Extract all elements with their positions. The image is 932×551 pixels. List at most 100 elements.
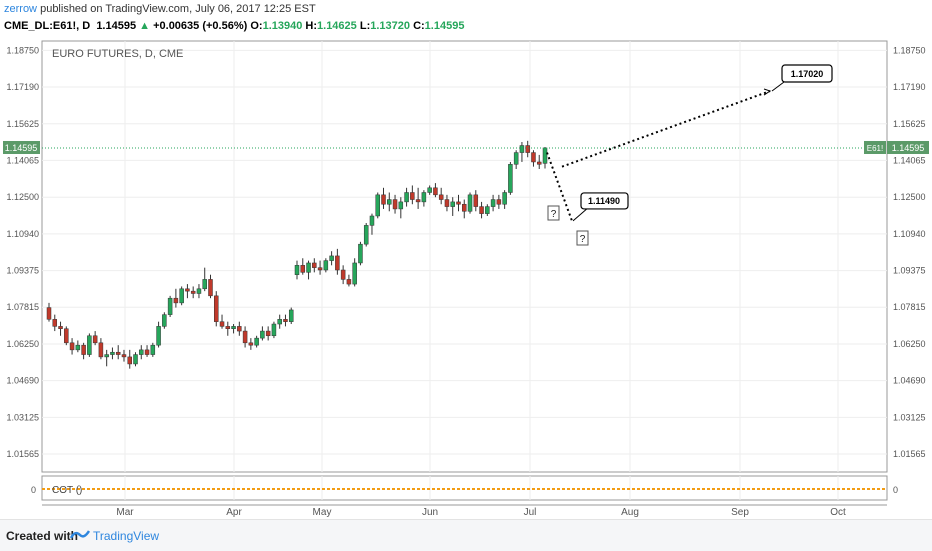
last-price-tag-right-text: 1.14595 bbox=[892, 143, 925, 153]
x-tick-label: May bbox=[313, 507, 332, 518]
candle-body bbox=[294, 265, 300, 275]
candle-body bbox=[104, 354, 109, 358]
candle-body bbox=[323, 260, 329, 271]
author-link[interactable]: zerrow bbox=[4, 3, 38, 15]
candle-body bbox=[300, 265, 306, 273]
candle-body bbox=[115, 351, 121, 355]
y-tick-label-right: 1.12500 bbox=[893, 192, 926, 202]
candle-body bbox=[237, 326, 242, 332]
y-tick-label-left: 1.06250 bbox=[6, 339, 39, 349]
candle-body bbox=[369, 215, 375, 226]
candle-body bbox=[450, 201, 455, 207]
up-arrow-icon: ▲ bbox=[139, 20, 151, 32]
candle-body bbox=[202, 279, 207, 290]
indicator-label: COT () bbox=[52, 485, 82, 496]
candle-body bbox=[190, 290, 196, 294]
last-price-tag-left bbox=[3, 140, 40, 154]
candle-body bbox=[525, 145, 530, 153]
tradingview-logo-icon bbox=[70, 530, 90, 539]
candle-body bbox=[496, 199, 502, 205]
candle-body bbox=[156, 326, 161, 346]
candle-body bbox=[462, 203, 467, 212]
candle-body bbox=[265, 330, 271, 337]
candle-body bbox=[398, 201, 404, 210]
chart-area[interactable]: 1.18750 1.18750 1.17190 1.17190 1.15625 1.156… bbox=[0, 0, 932, 519]
candle-body bbox=[46, 307, 52, 320]
question-box bbox=[576, 230, 589, 246]
candle-body bbox=[219, 321, 225, 327]
y-tick-label-right: 1.14065 bbox=[893, 155, 926, 165]
candle-body bbox=[52, 319, 58, 327]
high-label: H: bbox=[305, 20, 318, 32]
candle-body bbox=[179, 288, 184, 304]
candle-body bbox=[536, 161, 542, 165]
created-with-label: Created with bbox=[6, 529, 79, 543]
candle-body bbox=[312, 262, 317, 268]
candle-body bbox=[473, 194, 479, 207]
candle-body bbox=[335, 255, 340, 271]
callout-pointer-low bbox=[572, 207, 589, 222]
candle-body bbox=[531, 152, 536, 163]
candle-body bbox=[508, 164, 513, 193]
candle-body bbox=[69, 342, 75, 351]
candle-body bbox=[81, 344, 86, 355]
candle-body bbox=[381, 194, 386, 205]
y-tick-label-right: 1.06250 bbox=[893, 339, 926, 349]
candle-body bbox=[248, 342, 254, 346]
main-pane-frame bbox=[41, 40, 888, 473]
x-tick-label: Jul bbox=[524, 507, 537, 518]
candle-body bbox=[363, 225, 369, 245]
candle-body bbox=[444, 199, 450, 207]
candle-body bbox=[144, 349, 150, 355]
y-tick-label-right: 1.09375 bbox=[893, 266, 926, 276]
candle-body bbox=[415, 199, 421, 203]
x-tick-label: Oct bbox=[830, 507, 846, 518]
candle-body bbox=[375, 194, 380, 217]
candle-body bbox=[208, 279, 213, 297]
candle-body bbox=[306, 262, 311, 273]
y-tick-label-left: 1.04690 bbox=[6, 376, 39, 386]
candle-body bbox=[225, 326, 231, 329]
indicator-value-left: 0 bbox=[31, 485, 36, 495]
question-box bbox=[547, 205, 560, 221]
tradingview-link[interactable]: TradingView bbox=[93, 529, 160, 543]
candle-body bbox=[410, 192, 415, 200]
candle-body bbox=[421, 192, 427, 203]
y-tick-label-left: 1.09375 bbox=[6, 266, 39, 276]
candle-body bbox=[317, 267, 323, 271]
y-tick-label-right: 1.10940 bbox=[893, 229, 926, 239]
symbol-name: CME_DL:E61!, D bbox=[4, 20, 91, 32]
footer-bar: Created with TradingView bbox=[0, 519, 932, 551]
candle-body bbox=[438, 194, 444, 200]
callout-box-high bbox=[781, 64, 833, 83]
y-tick-label-right: 1.01565 bbox=[893, 449, 926, 459]
candle-body bbox=[231, 326, 236, 329]
candle-body bbox=[214, 295, 219, 322]
x-tick-label: Sep bbox=[731, 507, 749, 518]
last-price-tag-short-text: E61! bbox=[867, 144, 883, 153]
candle-body bbox=[162, 314, 167, 327]
candle-body bbox=[467, 194, 473, 212]
candle-body bbox=[427, 187, 432, 193]
candle-body bbox=[329, 255, 334, 261]
y-tick-label-left: 1.12500 bbox=[6, 192, 39, 202]
candle-body bbox=[404, 192, 409, 203]
y-tick-label-left: 1.07815 bbox=[6, 302, 39, 312]
candle-body bbox=[121, 354, 127, 358]
question-mark-text: ? bbox=[551, 209, 557, 220]
low-label: L: bbox=[359, 20, 371, 32]
x-tick-label: Apr bbox=[226, 507, 242, 518]
low-value: 1.13720 bbox=[370, 20, 410, 32]
candle-body bbox=[358, 243, 363, 264]
callout-text-low: 1.11490 bbox=[588, 196, 620, 206]
candle-body bbox=[98, 342, 104, 358]
candle-body bbox=[242, 330, 248, 344]
y-tick-label-left: 1.14065 bbox=[6, 155, 39, 165]
candle-body bbox=[456, 201, 461, 205]
arrow-head-up-icon bbox=[763, 88, 772, 96]
candle-body bbox=[277, 319, 282, 325]
candle-body bbox=[519, 145, 525, 153]
close-label: C: bbox=[413, 20, 425, 32]
last-price-tag-short bbox=[864, 140, 886, 154]
publish-info: published on TradingView.com, July 06, 2… bbox=[40, 3, 316, 15]
